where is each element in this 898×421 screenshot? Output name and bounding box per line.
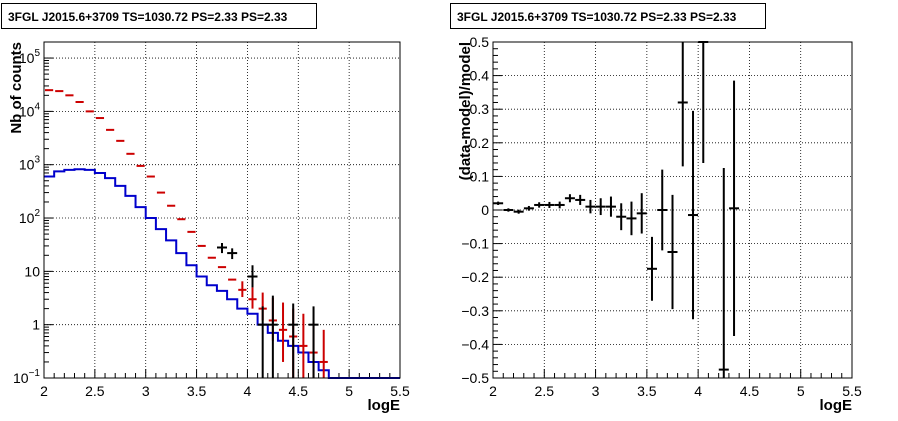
right-y-tick-label: −0.5: [461, 370, 489, 386]
left-y-tick-label: 103: [19, 155, 41, 173]
left-plot-frame: [43, 41, 401, 379]
right-y-tick-label: 0.1: [470, 168, 490, 184]
right-x-tick-label: 5: [797, 383, 805, 399]
left-chart-title: 3FGL J2015.6+3709 TS=1030.72 PS=2.33 PS=…: [1, 3, 317, 29]
left-x-tick-label: 2.5: [85, 383, 105, 399]
left-y-tick-label: 102: [19, 208, 41, 226]
left-x-tick-label: 3: [142, 383, 150, 399]
right-x-tick-label: 3: [592, 383, 600, 399]
right-y-tick-label: −0.1: [461, 236, 489, 252]
right-plot-frame: [492, 41, 853, 379]
right-y-tick-label: −0.3: [461, 303, 489, 319]
right-y-tick-label: 0.3: [470, 101, 490, 117]
right-x-tick-label: 4.5: [740, 383, 760, 399]
left-x-axis-title: logE: [368, 397, 401, 414]
right-x-tick-label: 2: [489, 383, 497, 399]
right-y-tick-label: 0.2: [470, 135, 490, 151]
right-x-tick-label: 5.5: [842, 383, 862, 399]
left-x-tick-label: 5.5: [390, 383, 410, 399]
right-y-tick-label: 0.5: [470, 34, 490, 50]
right-x-tick-label: 4: [694, 383, 702, 399]
right-y-tick-label: 0: [481, 202, 489, 218]
left-x-tick-label: 4.5: [289, 383, 309, 399]
right-y-axis-title: (data-model)/model: [457, 42, 474, 180]
left-plot-area: [44, 42, 400, 378]
right-x-tick-label: 3.5: [637, 383, 657, 399]
left-y-tick-label: 10−1: [13, 368, 40, 386]
left-y-tick-label: 104: [19, 101, 41, 119]
left-y-tick-label: 1: [32, 317, 40, 333]
right-chart-title: 3FGL J2015.6+3709 TS=1030.72 PS=2.33 PS=…: [450, 3, 766, 29]
right-y-tick-label: −0.2: [461, 269, 489, 285]
left-x-tick-label: 3.5: [187, 383, 207, 399]
left-x-tick-label: 2: [40, 383, 48, 399]
right-chart: −0.5 −0.4 −0.3 −0.2 −0.1 0 0.1 0.2 0.3 0.4 0.5 2 2.5…: [457, 34, 862, 414]
left-x-tick-label: 4: [244, 383, 252, 399]
left-y-tick-label: 10: [24, 263, 40, 279]
right-x-axis-title: logE: [820, 397, 853, 414]
left-x-tick-label: 5: [345, 383, 353, 399]
right-y-tick-label: −0.4: [461, 336, 489, 352]
right-x-tick-label: 2.5: [535, 383, 555, 399]
left-y-axis-title: Nb of counts: [8, 42, 25, 134]
left-y-tick-label: 105: [19, 48, 41, 66]
right-y-tick-label: 0.4: [470, 68, 490, 84]
